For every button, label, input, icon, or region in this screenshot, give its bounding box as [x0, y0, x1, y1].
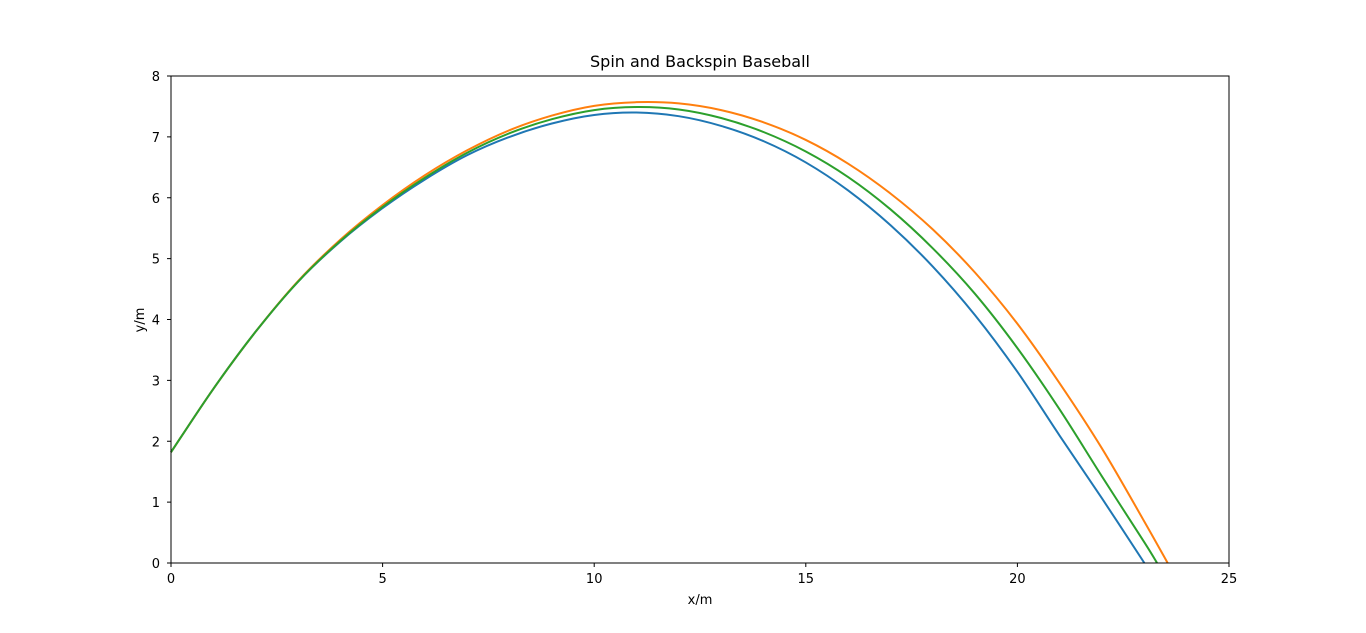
x-tick-label: 10 — [586, 572, 603, 587]
y-tick-label: 5 — [152, 253, 160, 268]
x-tick-label: 15 — [798, 572, 815, 587]
y-tick-label: 8 — [152, 70, 160, 85]
y-tick-label: 2 — [152, 435, 160, 450]
x-tick-label: 25 — [1221, 572, 1238, 587]
y-tick-label: 6 — [152, 192, 160, 207]
series-layer — [170, 101, 1169, 564]
y-tick-label: 4 — [152, 314, 160, 329]
y-tick-label: 7 — [152, 131, 160, 146]
y-tick-label: 1 — [152, 496, 160, 511]
y-axis-label: y/m — [133, 308, 148, 333]
y-tick-label: 0 — [152, 557, 160, 572]
x-tick-label: 20 — [1009, 572, 1026, 587]
x-tick-label: 5 — [378, 572, 386, 587]
series-line-3 — [170, 106, 1158, 564]
y-axis: 0 1 2 3 4 5 6 7 8 — [152, 70, 171, 572]
x-tick-label: 0 — [167, 572, 175, 587]
chart-title: Spin and Backspin Baseball — [590, 52, 810, 71]
plot-frame — [170, 75, 1230, 564]
y-tick-label: 3 — [152, 374, 160, 389]
x-axis-label: x/m — [688, 593, 713, 608]
x-axis: 0 5 10 15 20 25 — [167, 563, 1237, 587]
